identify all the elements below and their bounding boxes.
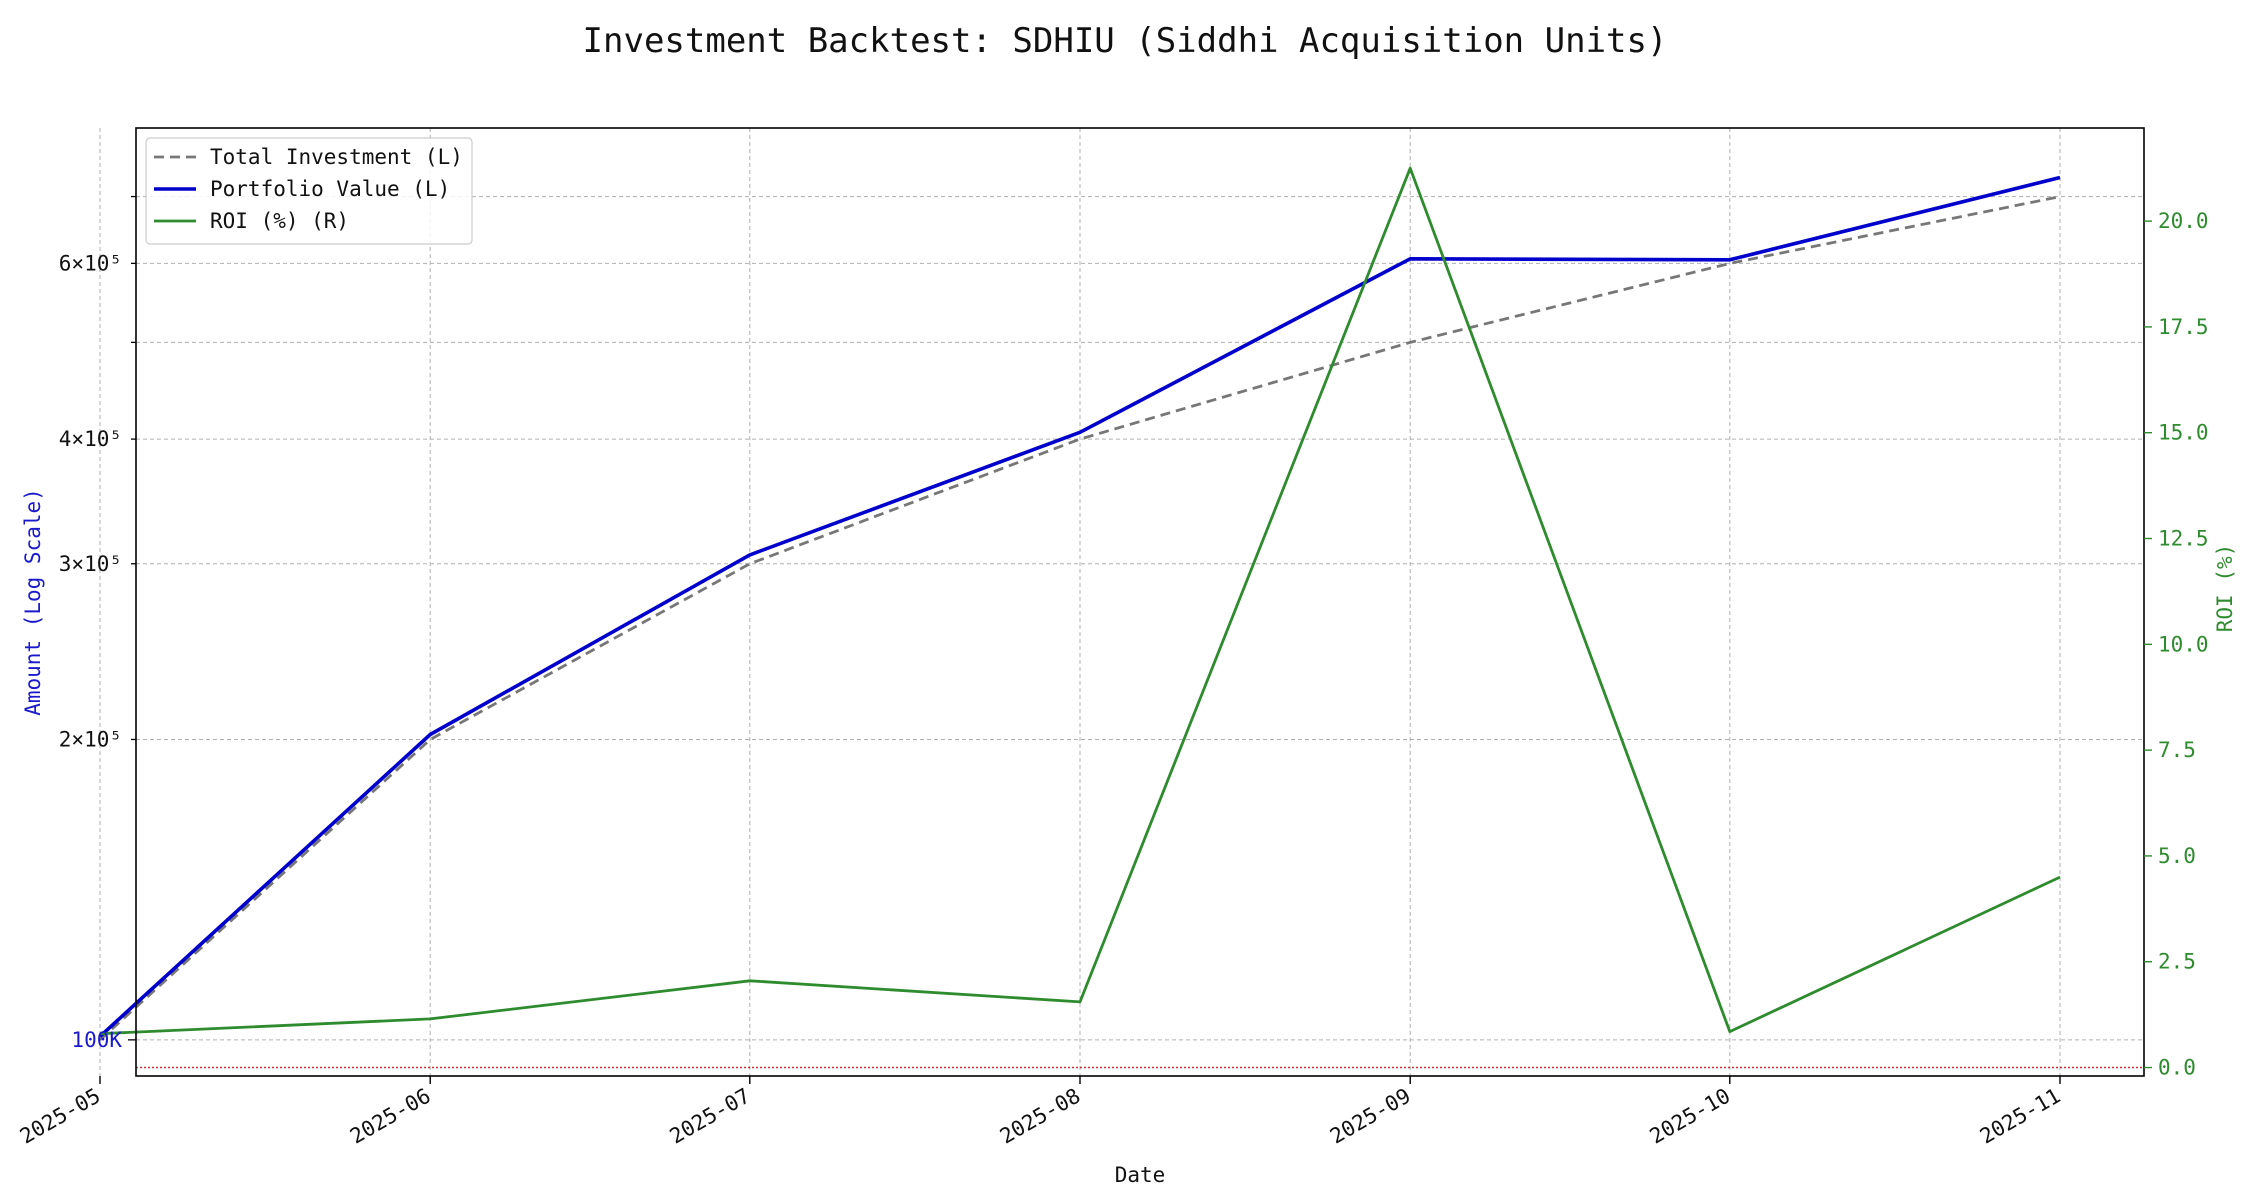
chart-title: Investment Backtest: SDHIU (Siddhi Acqui… <box>583 21 1668 61</box>
x-tick-label: 2025-08 <box>996 1084 1085 1149</box>
series-lines <box>98 166 2144 1069</box>
y-left-tick-label: 6×10⁵ <box>59 251 122 275</box>
legend-label: Total Investment (L) <box>210 145 463 169</box>
y-left-tick-label: 4×10⁵ <box>59 427 122 451</box>
y-right-tick-label: 0.0 <box>2158 1056 2196 1080</box>
legend: Total Investment (L) Portfolio Value (L) R… <box>145 137 473 245</box>
y-right-tick-label: 17.5 <box>2158 315 2209 339</box>
x-tick-label: 2025-07 <box>666 1084 755 1149</box>
y-right-tick-label: 10.0 <box>2158 632 2209 656</box>
y-right-tick-label: 7.5 <box>2158 738 2196 762</box>
y-right-tick-label: 2.5 <box>2158 950 2196 974</box>
y-right-tick-label: 12.5 <box>2158 527 2209 551</box>
y-left-tick-label: 2×10⁵ <box>59 727 122 751</box>
legend-label: Portfolio Value (L) <box>210 177 450 201</box>
plot-frame <box>135 127 2145 1077</box>
y-right-tick-label: 15.0 <box>2158 421 2209 445</box>
y-left-tick-label: 100K <box>71 1028 122 1052</box>
x-tick-label: 2025-09 <box>1326 1084 1415 1149</box>
y-right-tick-label: 20.0 <box>2158 209 2209 233</box>
y-left-tick-label: 3×10⁵ <box>59 552 122 576</box>
x-tick-label: 2025-06 <box>346 1084 435 1149</box>
series-line-1 <box>98 175 2061 1038</box>
series-line-2 <box>99 166 2061 1036</box>
x-tick-label: 2025-10 <box>1646 1084 1735 1149</box>
legend-box <box>145 137 473 245</box>
x-tick-label: 2025-11 <box>1976 1084 2065 1149</box>
y-right-tick-label: 5.0 <box>2158 844 2196 868</box>
y-axis-left-label: Amount (Log Scale) <box>21 488 45 716</box>
grid <box>99 128 2144 1076</box>
y-axis-right-label: ROI (%) <box>2213 544 2237 633</box>
x-axis-label: Date <box>1115 1163 1166 1187</box>
legend-label: ROI (%) (R) <box>210 209 349 233</box>
x-tick-label: 2025-05 <box>16 1084 105 1149</box>
axis-ticks: 2025-05 2025-06 2025-07 2025-08 2025-09 2025-… <box>16 195 2209 1149</box>
